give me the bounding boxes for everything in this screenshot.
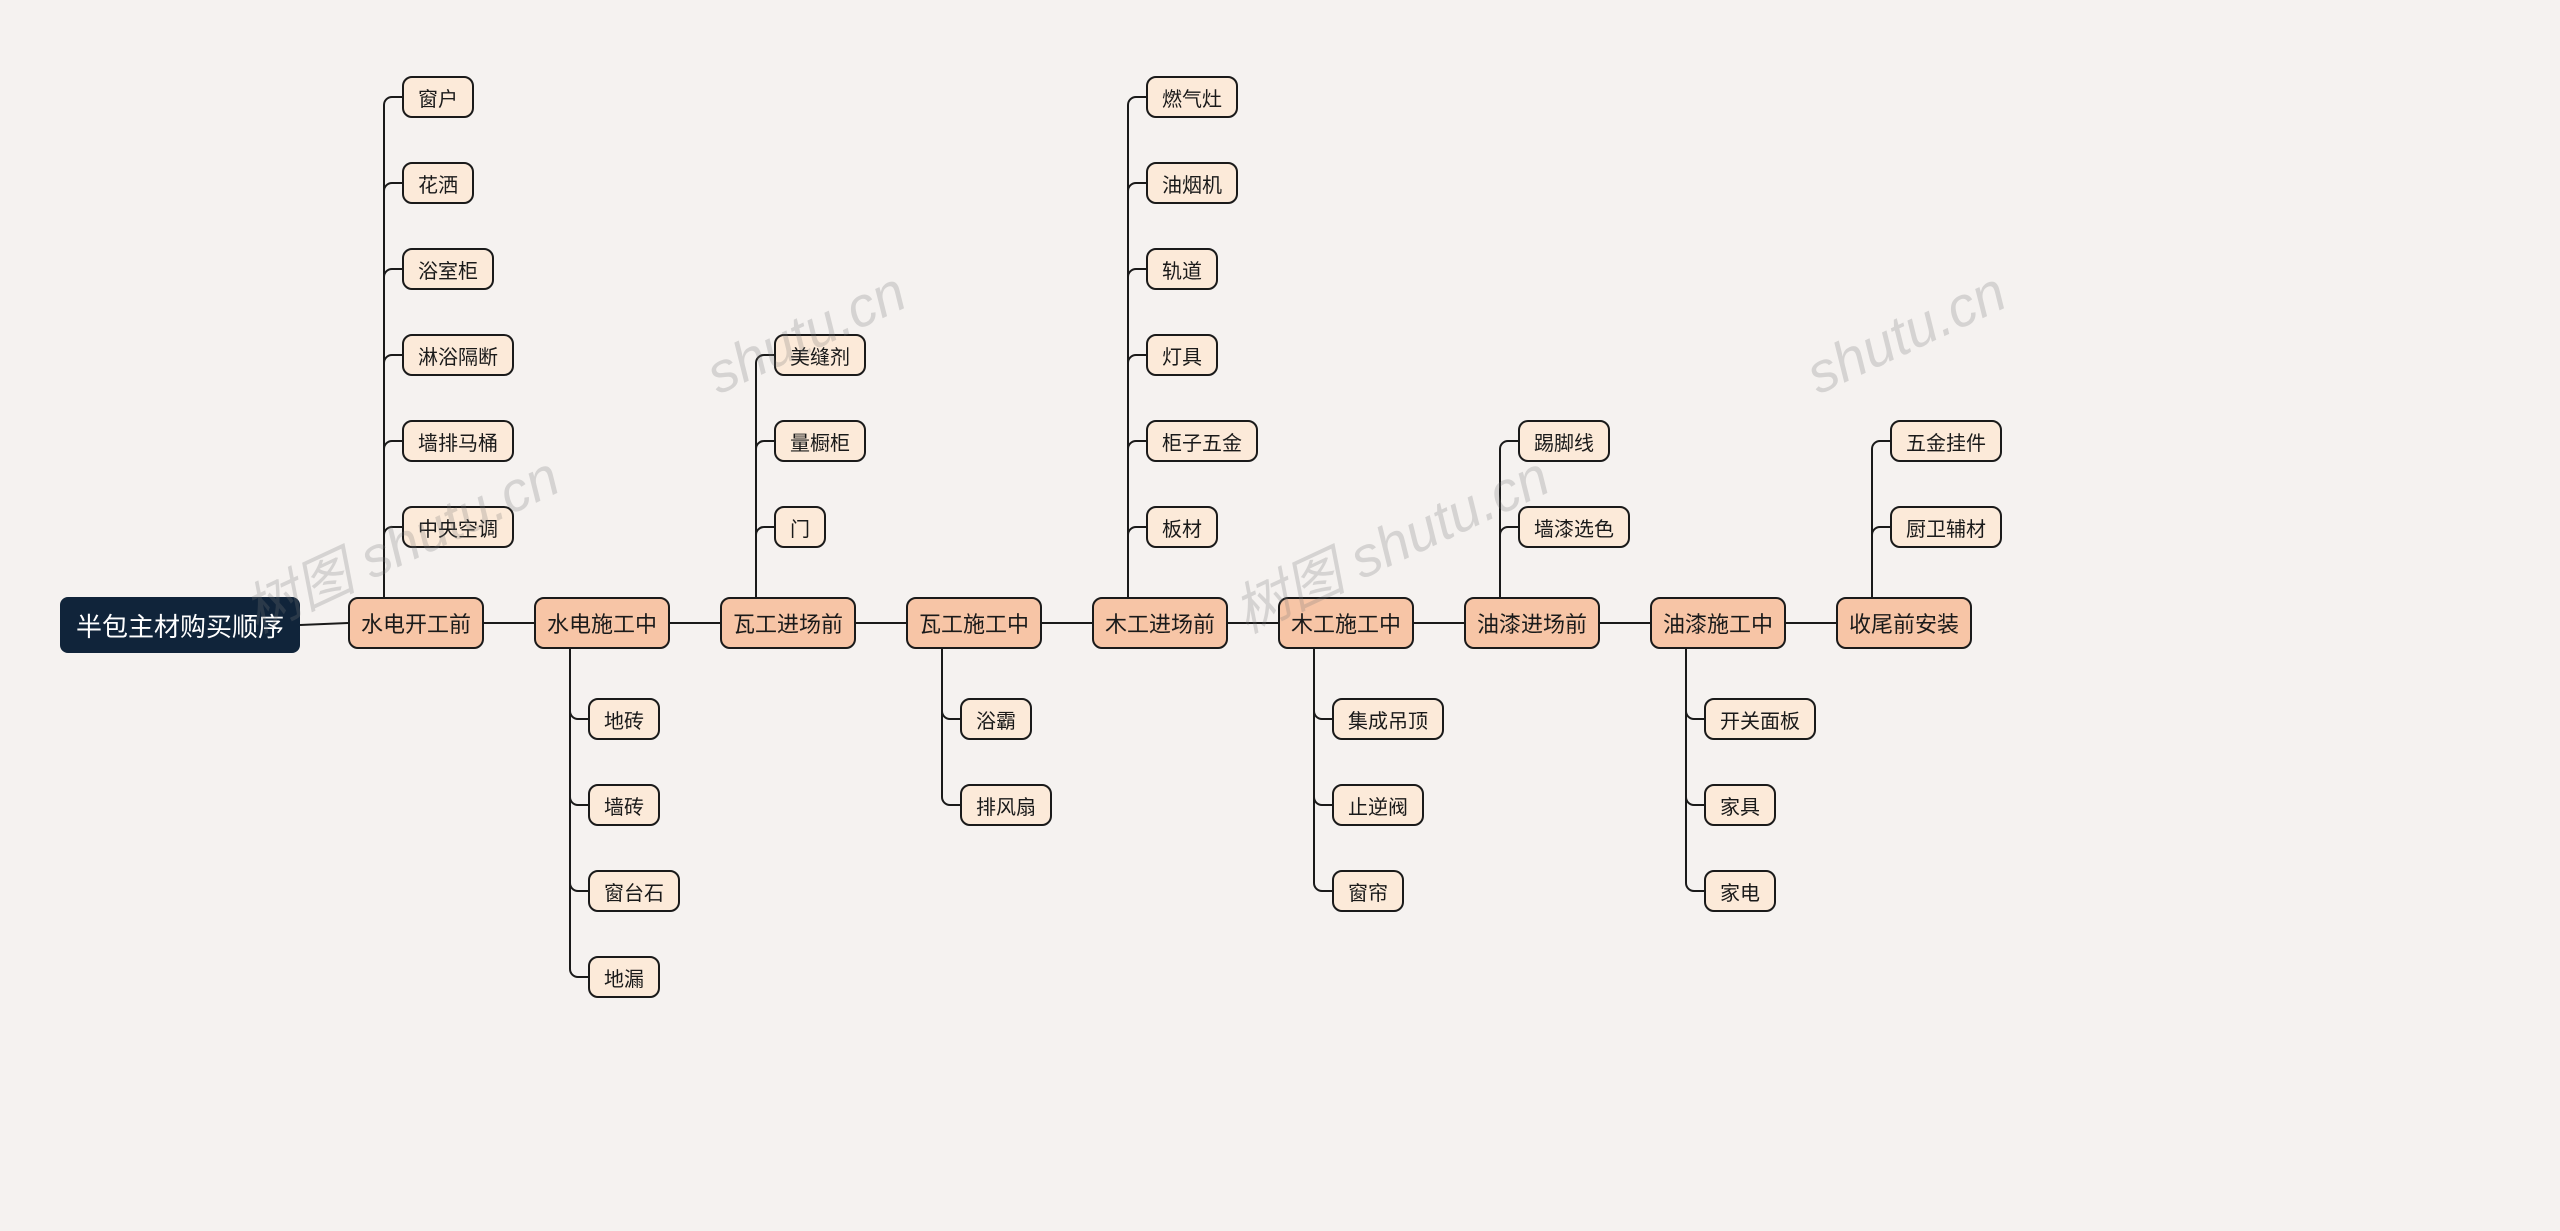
leaf-s1-up-2: 浴室柜: [402, 248, 494, 290]
stage-s2: 水电施工中: [534, 597, 670, 649]
leaf-s5-up-5: 板材: [1146, 506, 1218, 548]
leaf-s1-up-1: 花洒: [402, 162, 474, 204]
leaf-s3-up-2: 门: [774, 506, 826, 548]
leaf-s5-up-1: 油烟机: [1146, 162, 1238, 204]
leaf-s1-up-3: 淋浴隔断: [402, 334, 514, 376]
leaf-s6-down-0: 集成吊顶: [1332, 698, 1444, 740]
stage-s6: 木工施工中: [1278, 597, 1414, 649]
stage-s9: 收尾前安装: [1836, 597, 1972, 649]
leaf-s3-up-0: 美缝剂: [774, 334, 866, 376]
stage-s1: 水电开工前: [348, 597, 484, 649]
stage-s5: 木工进场前: [1092, 597, 1228, 649]
leaf-s1-up-0: 窗户: [402, 76, 474, 118]
leaf-s2-down-3: 地漏: [588, 956, 660, 998]
leaf-s7-up-0: 踢脚线: [1518, 420, 1610, 462]
leaf-s4-down-1: 排风扇: [960, 784, 1052, 826]
leaf-s2-down-2: 窗台石: [588, 870, 680, 912]
leaf-s1-up-5: 中央空调: [402, 506, 514, 548]
leaf-s8-down-2: 家电: [1704, 870, 1776, 912]
stage-s4: 瓦工施工中: [906, 597, 1042, 649]
leaf-s1-up-4: 墙排马桶: [402, 420, 514, 462]
leaf-s6-down-1: 止逆阀: [1332, 784, 1424, 826]
leaf-s2-down-1: 墙砖: [588, 784, 660, 826]
leaf-s3-up-1: 量橱柜: [774, 420, 866, 462]
stage-s3: 瓦工进场前: [720, 597, 856, 649]
leaf-s7-up-1: 墙漆选色: [1518, 506, 1630, 548]
leaf-s9-up-1: 厨卫辅材: [1890, 506, 2002, 548]
leaf-s8-down-1: 家具: [1704, 784, 1776, 826]
leaf-s9-up-0: 五金挂件: [1890, 420, 2002, 462]
leaf-s5-up-3: 灯具: [1146, 334, 1218, 376]
root-node: 半包主材购买顺序: [60, 597, 300, 653]
leaf-s5-up-4: 柜子五金: [1146, 420, 1258, 462]
leaf-s2-down-0: 地砖: [588, 698, 660, 740]
leaf-s5-up-2: 轨道: [1146, 248, 1218, 290]
stage-s7: 油漆进场前: [1464, 597, 1600, 649]
leaf-s8-down-0: 开关面板: [1704, 698, 1816, 740]
leaf-s5-up-0: 燃气灶: [1146, 76, 1238, 118]
leaf-s6-down-2: 窗帘: [1332, 870, 1404, 912]
leaf-s4-down-0: 浴霸: [960, 698, 1032, 740]
stage-s8: 油漆施工中: [1650, 597, 1786, 649]
